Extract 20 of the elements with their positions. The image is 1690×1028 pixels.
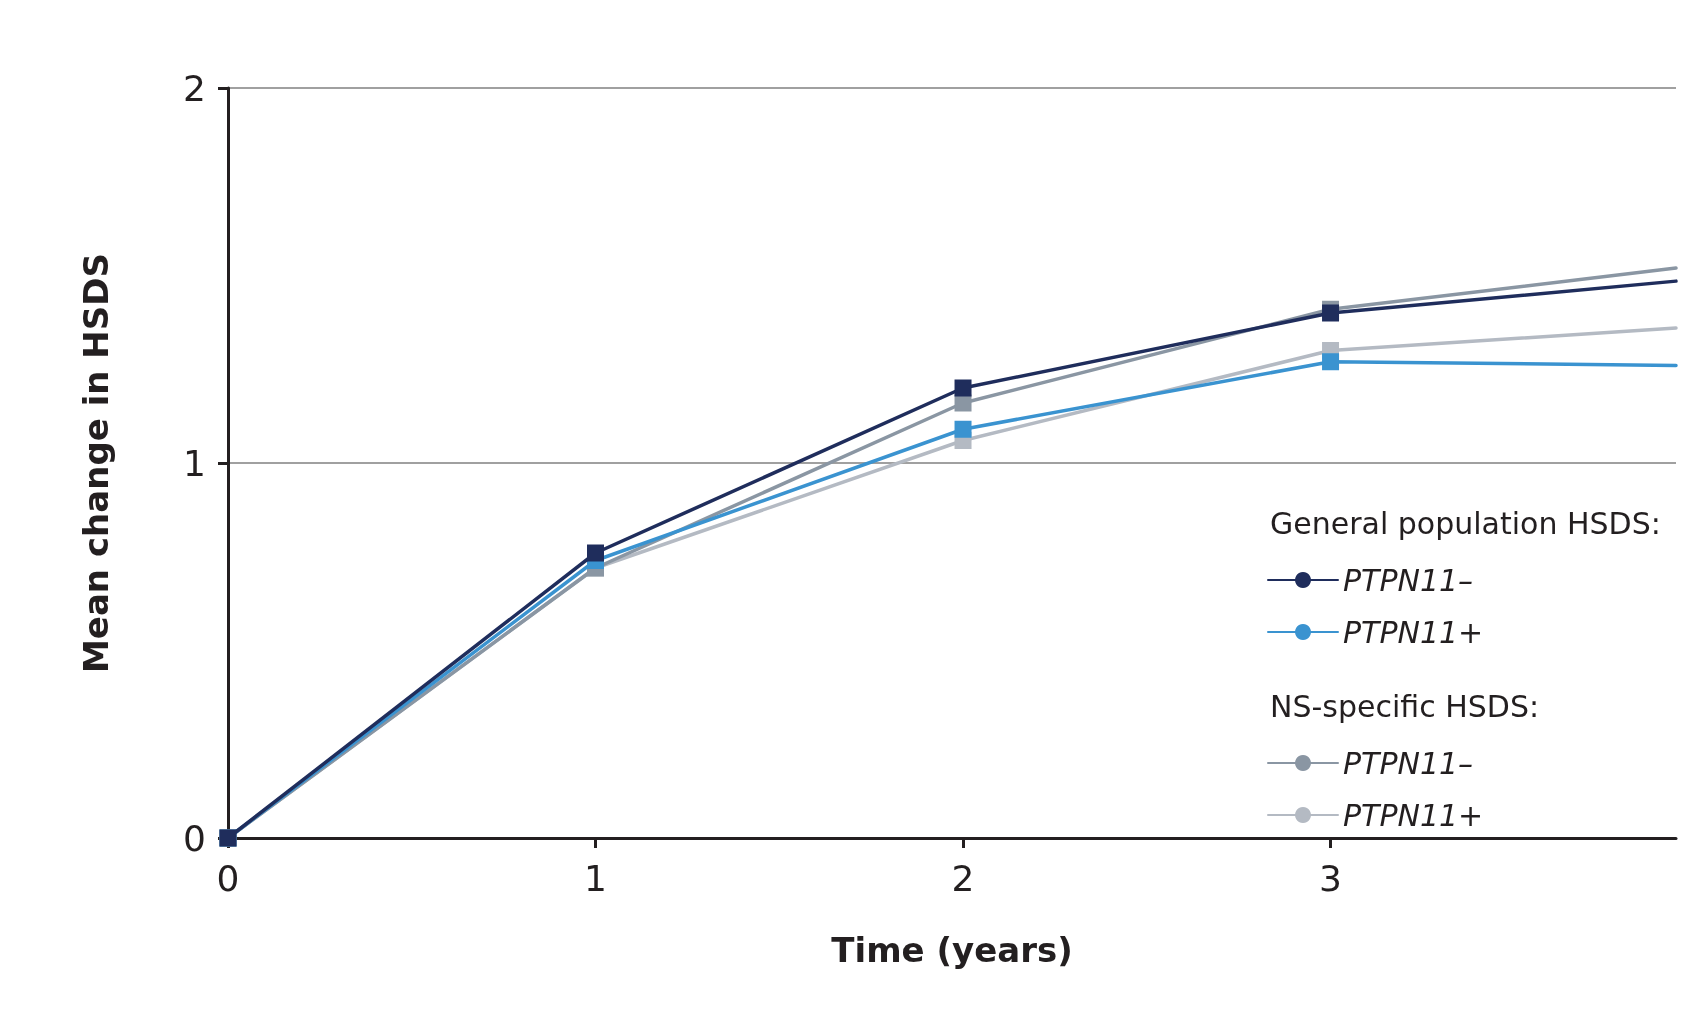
- legend-label: PTPN11+: [1343, 797, 1484, 833]
- point: [954, 420, 972, 438]
- y-tick-label: 0: [183, 817, 206, 859]
- point: [1322, 353, 1340, 371]
- x-tick-label: 1: [584, 857, 607, 899]
- x-tick-label: 3: [1319, 857, 1342, 899]
- legend-label: PTPN11–: [1343, 745, 1474, 781]
- y-axis-title: Mean change in HSDS: [76, 253, 116, 673]
- point: [1322, 304, 1340, 322]
- x-axis-title: Time (years): [831, 930, 1073, 970]
- x-tick-label: 2: [951, 857, 975, 899]
- legend-label: PTPN11–: [1343, 562, 1474, 598]
- point: [587, 544, 605, 562]
- annotation: NS-specific HSDS:: [1270, 688, 1540, 724]
- point: [954, 379, 972, 397]
- y-tick-label: 1: [183, 442, 206, 484]
- x-tick-label: 0: [216, 857, 240, 899]
- y-tick-label: 2: [183, 67, 206, 109]
- annotation: General population HSDS:: [1270, 505, 1661, 541]
- legend-label: PTPN11+: [1343, 614, 1484, 650]
